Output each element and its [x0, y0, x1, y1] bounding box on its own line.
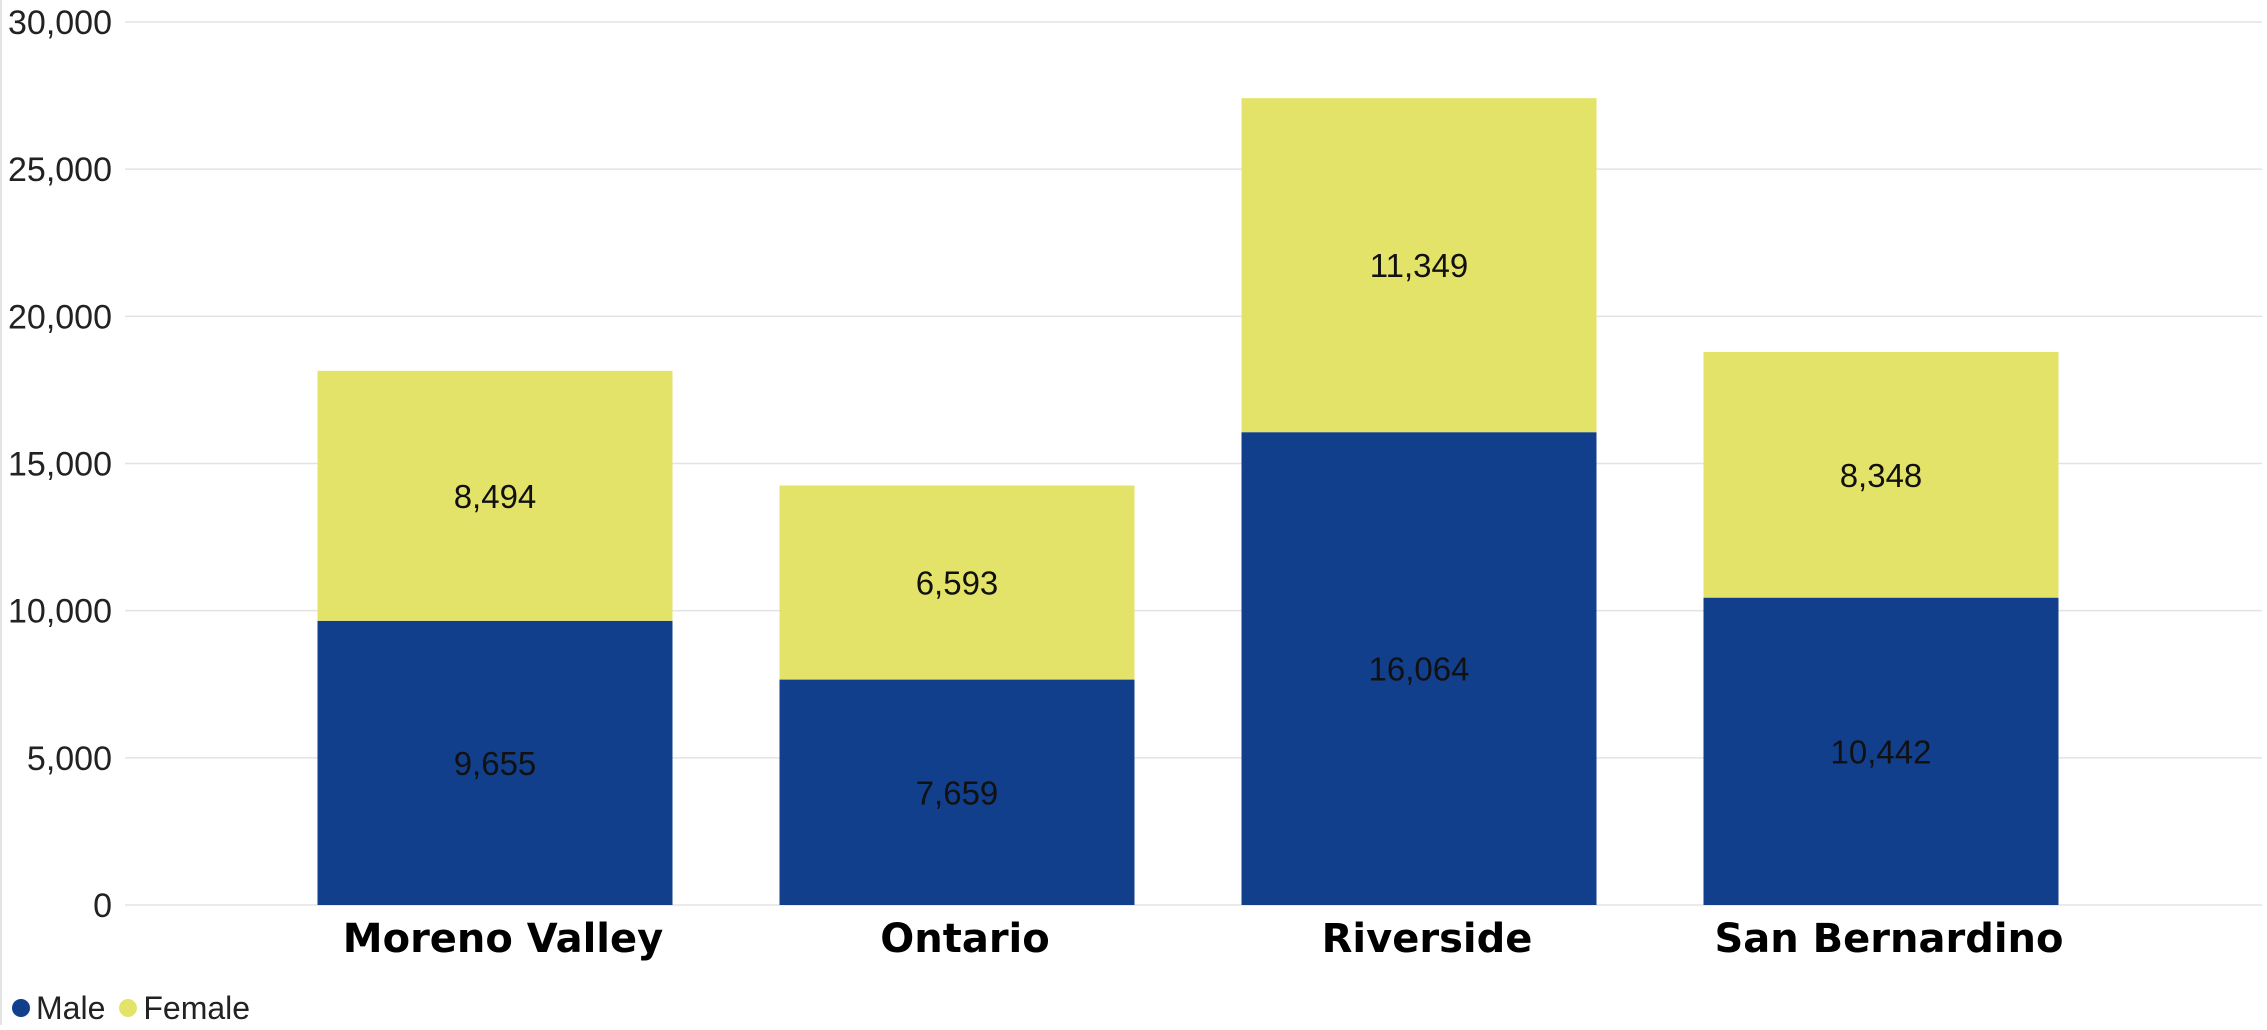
bar-male	[779, 679, 1135, 905]
y-tick-label: 10,000	[8, 593, 112, 631]
data-label-female: 11,349	[1370, 247, 1468, 284]
x-category-label: Ontario	[880, 916, 1050, 962]
y-axis-ticks: 0 5,000 10,000 15,000 20,000 25,000 30,000	[8, 4, 112, 925]
bar-female	[1703, 351, 2059, 598]
data-label-male: 9,655	[454, 745, 537, 782]
legend: Male Female	[12, 988, 264, 1028]
bar-female	[317, 370, 673, 621]
bar-male	[1703, 597, 2059, 905]
data-label-male: 10,442	[1831, 733, 1932, 770]
y-tick-label: 25,000	[8, 151, 112, 189]
y-tick-label: 0	[93, 887, 112, 925]
data-label-male: 16,064	[1369, 651, 1470, 688]
left-border	[0, 0, 2, 1025]
bar-male	[317, 620, 673, 905]
y-tick-label: 30,000	[8, 4, 112, 42]
legend-label-female: Female	[143, 989, 251, 1026]
legend-item-female: Female	[119, 990, 250, 1027]
bar-female	[779, 485, 1135, 680]
y-tick-label: 15,000	[8, 446, 112, 484]
data-label-female: 6,593	[916, 565, 999, 602]
bar-male	[1241, 432, 1597, 905]
data-label-female: 8,494	[454, 478, 537, 515]
legend-marker-female	[119, 999, 138, 1017]
bar-female	[1241, 98, 1597, 433]
legend-label-male: Male	[36, 989, 106, 1026]
x-category-label: San Bernardino	[1714, 916, 2063, 962]
data-label-male: 7,659	[916, 774, 999, 811]
x-category-label: Moreno Valley	[343, 916, 663, 962]
data-label-female: 8,348	[1840, 457, 1923, 494]
y-tick-label: 20,000	[8, 298, 112, 336]
x-category-label: Riverside	[1322, 916, 1533, 962]
x-axis-categories: Moreno Valley Ontario Riverside San Bernard…	[343, 916, 2064, 962]
legend-marker-male	[12, 999, 30, 1017]
legend-item-male: Male	[12, 990, 105, 1027]
data-labels: 9,655 8,494 7,659 6,593 16,064 11,349 10,442 8,…	[454, 247, 1932, 811]
y-tick-label: 5,000	[27, 740, 112, 778]
bars	[317, 98, 2059, 905]
